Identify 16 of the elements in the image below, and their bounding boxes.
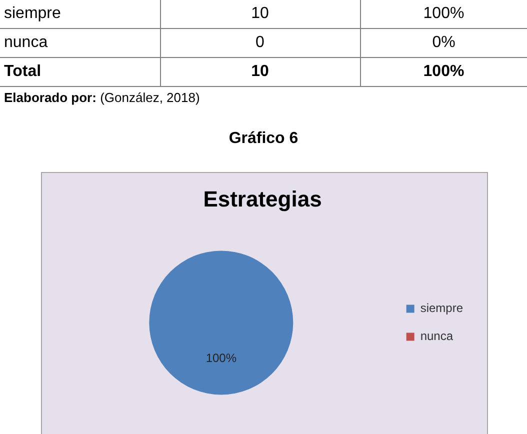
text: siempre [4,5,61,22]
text: Total [4,63,42,80]
text: nunca [4,34,48,51]
text: 0% [432,34,456,51]
legend-label: nunca [420,329,454,344]
data-label: 100% [206,351,237,366]
text: (González, 2018) [99,90,200,105]
text: 10 [251,5,269,22]
text: 100% [423,63,464,80]
text: 10 [251,63,269,80]
text: 0 [256,34,264,51]
text: Gráfico 6 [228,130,300,148]
text: 100% [423,5,464,22]
text: Elaborado por: [4,90,96,105]
legend-label: siempre [420,301,464,316]
chart-title: Estrategias [203,186,322,212]
